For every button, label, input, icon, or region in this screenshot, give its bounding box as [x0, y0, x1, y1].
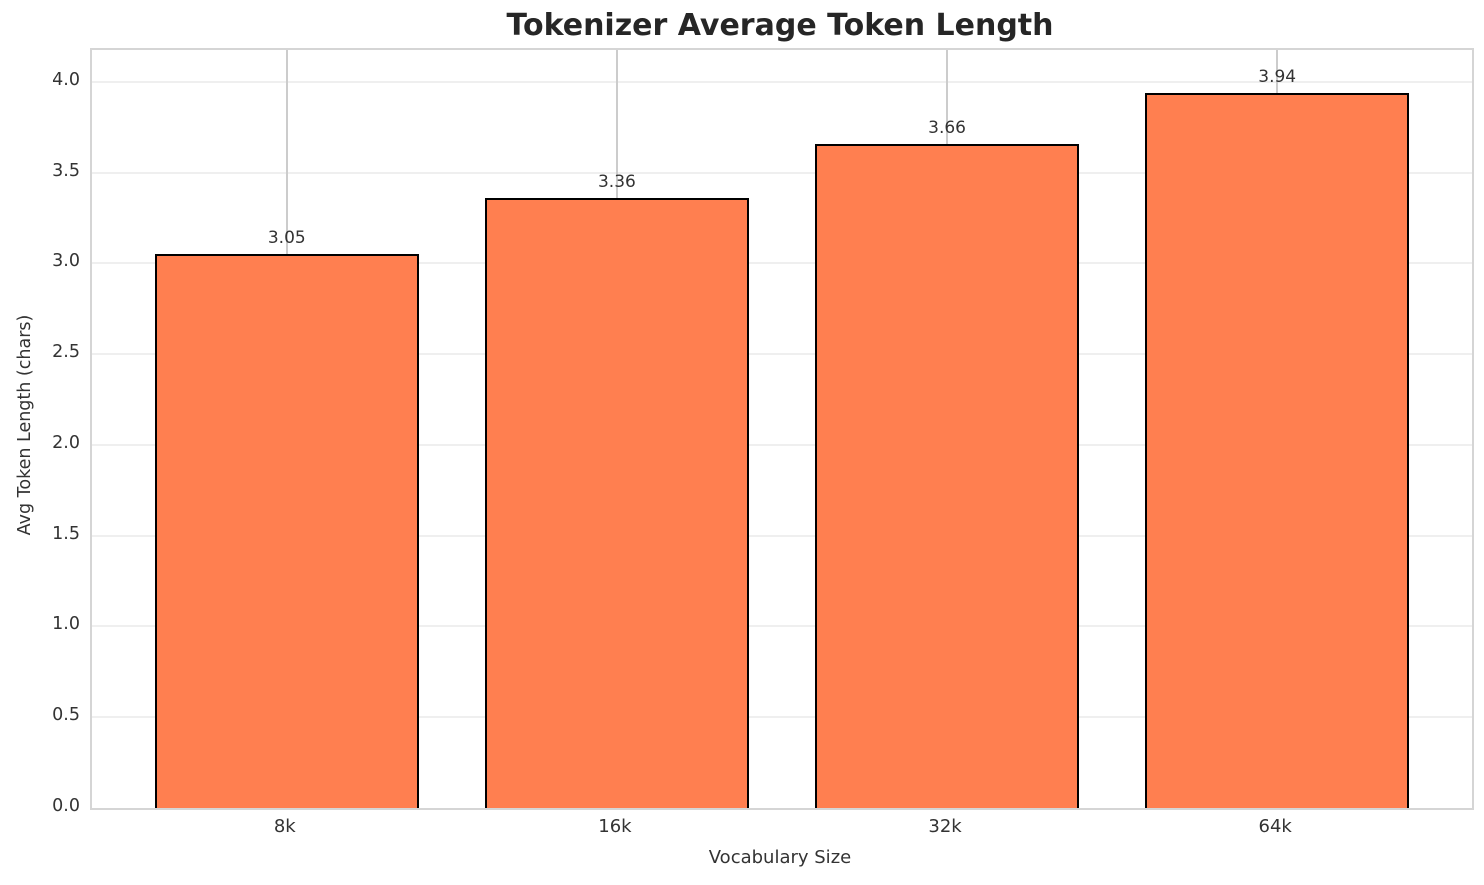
y-tick-label: 0.5 — [52, 705, 80, 726]
y-tick-label: 2.0 — [52, 432, 80, 453]
bar — [484, 198, 749, 808]
grid-hline — [92, 443, 1472, 446]
y-tick-label: 0.0 — [52, 796, 80, 816]
x-tick-label: 16k — [598, 816, 632, 837]
x-tick-label: 64k — [1258, 816, 1292, 837]
grid-hline — [92, 80, 1472, 83]
x-tick-label: 32k — [928, 816, 962, 837]
grid-hline — [92, 262, 1472, 265]
bar-value-label: 3.94 — [1258, 66, 1297, 87]
bar — [815, 143, 1080, 808]
y-axis-label: Avg Token Length (chars) — [15, 314, 35, 536]
y-tick-label: 3.0 — [52, 251, 80, 272]
chart-title: Tokenizer Average Token Length — [506, 8, 1054, 43]
bar-value-label: 3.36 — [597, 172, 636, 193]
bar — [1145, 92, 1410, 808]
bar-value-label: 3.66 — [928, 117, 966, 138]
y-tick-label: 1.5 — [52, 523, 80, 544]
y-tick-label: 4.0 — [52, 69, 80, 90]
y-tick-label: 3.5 — [52, 160, 80, 181]
bar — [154, 254, 419, 808]
grid-hline — [92, 171, 1472, 174]
grid-hline — [92, 353, 1472, 356]
y-tick-label: 2.5 — [52, 342, 80, 363]
plot-area: 3.05 3.36 3.66 3.94 — [90, 48, 1474, 810]
bar-value-label: 3.05 — [267, 228, 306, 249]
x-axis-label: Vocabulary Size — [708, 847, 852, 868]
grid-hline — [92, 534, 1472, 537]
grid-hline — [92, 716, 1472, 719]
x-tick-label: 8k — [273, 816, 296, 837]
grid-hline — [92, 625, 1472, 628]
y-tick-label: 1.0 — [52, 614, 80, 635]
